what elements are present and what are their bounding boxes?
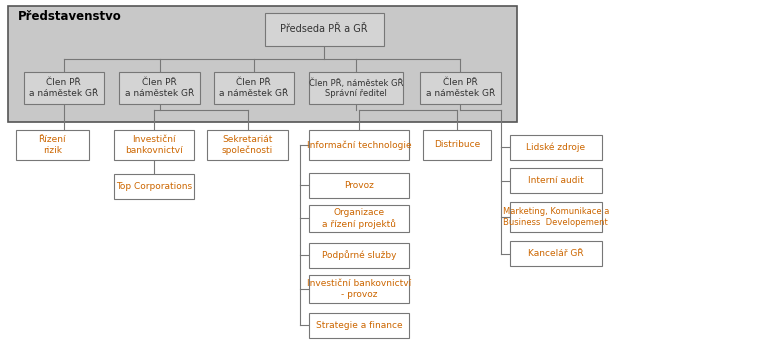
- FancyBboxPatch shape: [510, 202, 601, 231]
- Text: Člen PŘ
a náměstek GŘ: Člen PŘ a náměstek GŘ: [29, 78, 98, 98]
- FancyBboxPatch shape: [510, 168, 601, 193]
- FancyBboxPatch shape: [510, 241, 601, 266]
- FancyBboxPatch shape: [309, 243, 409, 268]
- Text: Kancelář GŘ: Kancelář GŘ: [528, 249, 584, 258]
- Text: Top Corporations: Top Corporations: [116, 182, 193, 191]
- Text: Člen PŘ, náměstek GŘ
Správní ředitel: Člen PŘ, náměstek GŘ Správní ředitel: [309, 78, 403, 98]
- Text: Člen PŘ
a náměstek GŘ: Člen PŘ a náměstek GŘ: [219, 78, 288, 98]
- Text: Investiční
bankovnictví: Investiční bankovnictví: [125, 135, 183, 155]
- FancyBboxPatch shape: [120, 71, 199, 104]
- Text: Podpůrné služby: Podpůrné služby: [321, 250, 397, 260]
- Text: Marketing, Komunikace a
Business  Developement: Marketing, Komunikace a Business Develop…: [502, 207, 609, 227]
- FancyBboxPatch shape: [213, 71, 294, 104]
- FancyBboxPatch shape: [114, 174, 194, 200]
- FancyBboxPatch shape: [24, 71, 104, 104]
- FancyBboxPatch shape: [8, 6, 518, 122]
- Text: Lidské zdroje: Lidské zdroje: [526, 143, 585, 152]
- FancyBboxPatch shape: [309, 173, 409, 198]
- Text: Strategie a finance: Strategie a finance: [316, 321, 403, 330]
- Text: Představenstvo: Představenstvo: [18, 10, 121, 23]
- FancyBboxPatch shape: [309, 275, 409, 303]
- FancyBboxPatch shape: [16, 130, 89, 160]
- FancyBboxPatch shape: [309, 205, 409, 232]
- Text: Interní audit: Interní audit: [528, 176, 584, 185]
- Text: Investiční bankovnictví
- provoz: Investiční bankovnictví - provoz: [307, 279, 411, 299]
- Text: Distribuce: Distribuce: [434, 141, 480, 150]
- Text: Člen PŘ
a náměstek GŘ: Člen PŘ a náměstek GŘ: [125, 78, 194, 98]
- FancyBboxPatch shape: [423, 130, 492, 160]
- FancyBboxPatch shape: [309, 71, 403, 104]
- Text: Sekretariát
společnosti: Sekretariát společnosti: [222, 135, 273, 155]
- FancyBboxPatch shape: [265, 13, 384, 45]
- Text: Informační technologie: Informační technologie: [307, 140, 411, 150]
- Text: Člen PŘ
a náměstek GŘ: Člen PŘ a náměstek GŘ: [426, 78, 495, 98]
- FancyBboxPatch shape: [510, 135, 601, 160]
- FancyBboxPatch shape: [309, 130, 409, 160]
- Text: Provoz: Provoz: [344, 181, 374, 190]
- Text: Řízení
rizik: Řízení rizik: [38, 135, 66, 155]
- Text: Předseda PŘ a GŘ: Předseda PŘ a GŘ: [281, 24, 368, 34]
- FancyBboxPatch shape: [114, 130, 194, 160]
- FancyBboxPatch shape: [207, 130, 288, 160]
- FancyBboxPatch shape: [309, 313, 409, 338]
- FancyBboxPatch shape: [420, 71, 501, 104]
- Text: Organizace
a řízení projektů: Organizace a řízení projektů: [322, 208, 396, 229]
